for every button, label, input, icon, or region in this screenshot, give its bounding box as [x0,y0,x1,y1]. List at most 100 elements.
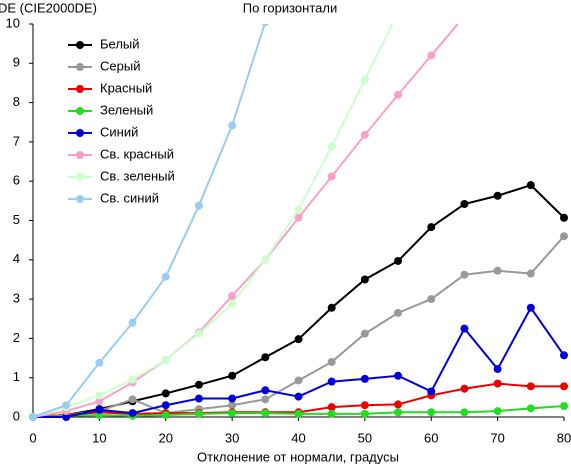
legend-marker [76,107,84,115]
data-point [294,392,303,401]
data-point [128,375,137,384]
data-point [460,12,468,20]
y-axis-label: DE (CIE2000DE) [0,0,97,15]
data-point [560,382,568,391]
data-point [261,255,270,264]
legend-label: Зеленый [100,102,153,117]
data-point [427,51,436,60]
data-point [560,213,568,222]
data-point [261,409,270,418]
data-point [493,266,502,275]
y-tick-label: 3 [13,291,20,306]
data-point [360,401,369,410]
legend-marker [76,129,84,137]
data-point [360,75,369,84]
data-point [460,324,469,333]
data-point [294,213,303,222]
x-tick-label: 40 [291,430,305,445]
data-point [327,403,336,412]
legend-marker [76,85,84,93]
data-point [526,303,535,312]
data-point [427,387,436,396]
legend-marker [76,151,84,159]
data-point [526,382,535,391]
data-point [29,413,37,421]
data-point [394,400,403,409]
legend-marker [76,195,84,203]
legend-label: Синий [100,124,138,139]
data-point [526,404,535,413]
data-point [194,380,203,389]
x-tick-label: 10 [92,430,106,445]
data-point [394,90,403,99]
data-point [427,223,436,232]
data-point [228,121,237,130]
data-point [194,201,203,210]
data-point [460,199,469,208]
data-point [228,299,237,308]
data-point [360,275,369,284]
data-point [95,358,104,367]
legend-label: Св. синий [100,190,159,205]
data-point [228,371,237,380]
data-point [460,384,469,393]
data-point [327,172,336,181]
data-point [161,401,170,410]
legend-label: Серый [100,58,140,73]
y-tick-label: 5 [13,212,20,227]
data-point [261,24,269,27]
data-point [161,356,170,365]
data-point [394,408,403,417]
data-point [228,394,237,403]
data-point [493,191,502,200]
y-tick-label: 10 [6,15,20,30]
data-point [360,374,369,383]
data-point [493,365,502,374]
legend-marker [76,41,84,49]
x-axis-label: Отклонение от нормали, градусы [197,449,399,464]
data-point [161,272,170,281]
data-point [394,8,402,16]
data-point [128,395,137,404]
data-point [95,405,104,414]
data-point [228,401,237,410]
data-point [194,409,203,418]
data-point [261,353,270,362]
data-point [261,395,270,404]
x-tick-label: 70 [490,430,504,445]
series-line [32,24,460,418]
data-point [560,401,568,410]
data-point [194,329,203,338]
data-point [360,409,369,418]
data-point [493,379,502,388]
data-point [460,408,469,417]
y-tick-label: 1 [13,369,20,384]
data-point [394,256,403,265]
data-point [228,291,237,300]
data-point [394,308,403,317]
data-point [294,205,303,214]
data-point [427,408,436,417]
data-point [360,130,369,139]
data-point [62,413,71,421]
x-tick-label: 20 [159,430,173,445]
data-point [228,409,237,418]
legend-label: Белый [100,36,140,51]
data-point [327,357,336,366]
data-point [526,181,535,190]
legend-marker [76,63,84,71]
data-point [360,329,369,338]
data-point [493,407,502,416]
y-tick-label: 9 [13,55,20,70]
legend-marker [76,173,84,181]
series-line [33,305,565,418]
data-point [526,269,535,278]
x-tick-label: 0 [29,430,36,445]
legend-label: Св. красный [100,146,174,161]
data-point [194,394,203,403]
data-point [294,376,303,385]
legend-label: Св. зеленый [100,168,175,183]
series-line [32,24,266,418]
data-point [161,411,170,420]
